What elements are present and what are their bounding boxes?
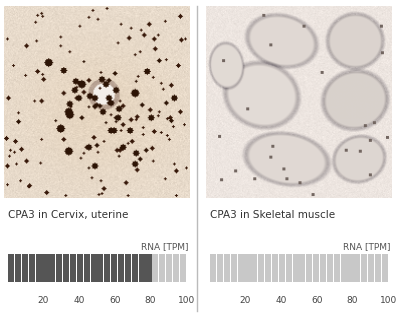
Bar [320, 254, 326, 282]
Bar [132, 254, 138, 282]
Bar [173, 254, 179, 282]
Text: 100: 100 [178, 296, 195, 305]
Bar [118, 254, 124, 282]
Bar [49, 254, 55, 282]
Bar [231, 254, 237, 282]
Bar [159, 254, 165, 282]
Text: 40: 40 [276, 296, 287, 305]
Bar [361, 254, 367, 282]
Bar [258, 254, 264, 282]
Bar [56, 254, 62, 282]
Bar [84, 254, 90, 282]
Bar [8, 254, 14, 282]
Bar [90, 254, 96, 282]
Bar [152, 254, 158, 282]
Bar [265, 254, 271, 282]
Bar [217, 254, 223, 282]
Bar [210, 254, 216, 282]
Bar [29, 254, 35, 282]
Bar [279, 254, 285, 282]
Bar [354, 254, 360, 282]
Bar [251, 254, 257, 282]
Text: 80: 80 [347, 296, 358, 305]
Text: CPA3 in Skeletal muscle: CPA3 in Skeletal muscle [210, 210, 335, 220]
Bar [125, 254, 131, 282]
Bar [180, 254, 186, 282]
Bar [334, 254, 340, 282]
Bar [382, 254, 388, 282]
Bar [292, 254, 298, 282]
Text: 20: 20 [240, 296, 251, 305]
Bar [22, 254, 28, 282]
Text: 20: 20 [38, 296, 49, 305]
Bar [300, 254, 306, 282]
Bar [111, 254, 117, 282]
Bar [146, 254, 152, 282]
Bar [244, 254, 250, 282]
Text: RNA [TPM]: RNA [TPM] [343, 242, 390, 251]
Bar [42, 254, 48, 282]
Text: 80: 80 [145, 296, 156, 305]
Bar [286, 254, 292, 282]
Text: 40: 40 [74, 296, 85, 305]
Bar [36, 254, 42, 282]
Bar [341, 254, 347, 282]
Bar [238, 254, 244, 282]
Bar [348, 254, 354, 282]
Text: 60: 60 [109, 296, 121, 305]
Bar [375, 254, 381, 282]
Bar [368, 254, 374, 282]
Bar [139, 254, 145, 282]
Bar [98, 254, 104, 282]
Bar [272, 254, 278, 282]
Text: 100: 100 [380, 296, 397, 305]
Bar [306, 254, 312, 282]
Bar [313, 254, 319, 282]
Bar [327, 254, 333, 282]
Text: 60: 60 [311, 296, 323, 305]
Bar [70, 254, 76, 282]
Bar [104, 254, 110, 282]
Text: CPA3 in Cervix, uterine: CPA3 in Cervix, uterine [8, 210, 128, 220]
Bar [224, 254, 230, 282]
Bar [15, 254, 21, 282]
Text: RNA [TPM]: RNA [TPM] [141, 242, 188, 251]
Bar [166, 254, 172, 282]
Bar [63, 254, 69, 282]
Bar [77, 254, 83, 282]
